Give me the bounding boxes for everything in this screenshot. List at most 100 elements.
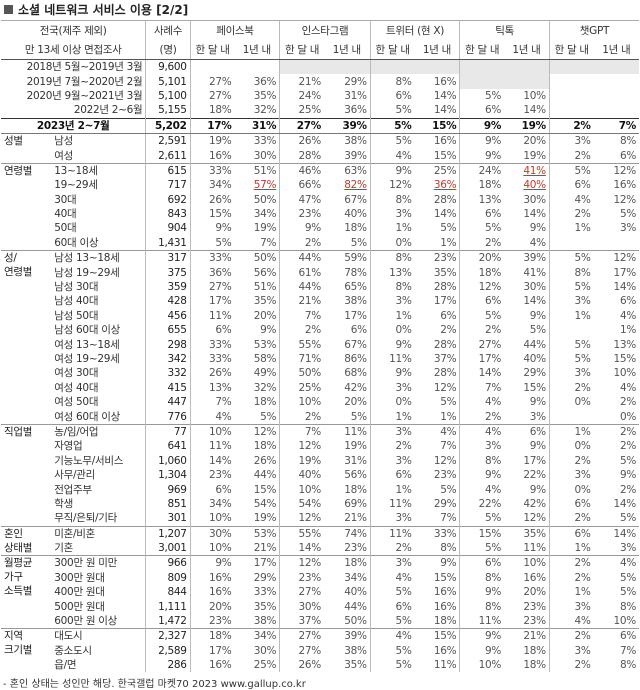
group-label-line: 지역	[4, 630, 23, 643]
value-cell: 5%	[369, 117, 415, 134]
value-cell: 74%	[323, 525, 371, 541]
value-cell: 5%	[369, 613, 415, 629]
row-label: 남성 13~18세	[51, 250, 146, 266]
value-cell: 13%	[459, 192, 505, 207]
value-cell: 41%	[523, 266, 546, 279]
value-cell	[548, 235, 594, 251]
value-cell: 56%	[253, 266, 277, 279]
value-cell: 12%	[593, 250, 639, 266]
table-row: 사무/관리 1,304 23% 44% 40% 56% 6% 23% 9% 22% 3% 9%	[1, 467, 639, 483]
table-row: 50대 904 9% 19% 9% 18% 1% 5% 5% 9% 1% 3%	[1, 221, 639, 236]
value-cell: 4%	[548, 613, 594, 629]
value-cell: 8%	[619, 135, 636, 148]
value-cell	[548, 409, 594, 425]
value-cell: 5%	[369, 103, 415, 119]
sample-size: 2,591	[145, 133, 191, 149]
value-cell: 2%	[548, 628, 594, 644]
value-cell: 12%	[279, 439, 324, 454]
value-cell: 40%	[279, 467, 324, 483]
value-cell: 6%	[619, 149, 636, 162]
group-label-line: 연령별	[4, 164, 33, 177]
value-cell: 19%	[504, 117, 550, 134]
value-cell: 24%	[279, 88, 324, 104]
value-cell: 2%	[548, 380, 594, 395]
value-cell: 4%	[619, 309, 636, 322]
value-cell: 8%	[440, 542, 457, 555]
group-label-line: 성/	[4, 252, 17, 265]
value-cell	[548, 88, 594, 104]
value-cell: 28%	[433, 338, 457, 351]
value-cell: 25%	[279, 380, 324, 395]
row-label: 남성	[54, 135, 74, 148]
value-cell: 15%	[253, 483, 277, 496]
value-cell: 3%	[369, 206, 415, 222]
value-cell: 15%	[414, 117, 460, 134]
value-cell: 29%	[433, 497, 457, 510]
row-label: 남성 60대 이상	[54, 324, 120, 337]
value-cell: 16%	[433, 135, 457, 148]
value-cell: 12%	[234, 423, 280, 440]
sample-size: 342	[145, 351, 191, 367]
value-cell: 11%	[369, 525, 415, 541]
period-label: 2019년 7월~2020년 2월	[26, 75, 143, 88]
value-cell: 3%	[548, 643, 594, 659]
value-cell: 29%	[253, 571, 277, 584]
value-cell	[504, 59, 550, 75]
table-row: 여성 13~18세 298 33% 53% 55% 67% 9% 28% 27% 44% 5% 13%	[1, 337, 639, 352]
value-cell: 3%	[369, 380, 415, 395]
value-cell: 6%	[459, 294, 505, 309]
value-cell: 8%	[459, 599, 505, 614]
value-cell: 6%	[548, 525, 594, 541]
value-cell	[593, 59, 639, 75]
sample-size: 969	[145, 482, 191, 497]
value-cell: 1%	[369, 308, 415, 324]
value-cell: 12%	[433, 381, 457, 394]
table-row: 연령별 13~18세 615 33% 51% 46% 63% 9% 25% 24% 41% 5% 12%	[1, 162, 639, 251]
value-cell: 27%	[279, 628, 324, 644]
value-cell: 9%	[459, 467, 505, 483]
value-cell: 69%	[344, 497, 367, 510]
value-cell: 23%	[523, 600, 546, 613]
value-cell: 33%	[414, 525, 460, 541]
value-cell: 27%	[279, 643, 324, 659]
value-cell: 23%	[344, 542, 367, 555]
table-row: 500만 원대 1,111 20% 35% 30% 44% 6% 16% 8% 23% 3% 8%	[1, 599, 639, 614]
table-row: 남성 60대 이상 655 6% 9% 2% 6% 0% 2% 2% 5% 1%	[1, 323, 639, 338]
group-label-line: 월평균	[4, 557, 33, 570]
value-cell: 11%	[323, 423, 371, 440]
value-cell: 33%	[189, 337, 235, 352]
table-row: 여성 50대 447 7% 18% 10% 20% 0% 5% 4% 9% 0% 2%	[1, 394, 639, 410]
value-cell: 20%	[189, 599, 235, 614]
sample-size: 641	[145, 439, 191, 454]
value-cell: 9%	[529, 440, 546, 453]
sub-month: 한 달 내	[369, 40, 415, 60]
value-cell: 3%	[459, 439, 505, 454]
value-cell: 6%	[593, 628, 639, 644]
value-cell: 4%	[593, 555, 639, 571]
group-label: 연령별	[1, 162, 52, 251]
value-cell: 2%	[548, 511, 594, 526]
row-label: 남성 19~29세	[54, 266, 120, 279]
value-cell: 2%	[369, 439, 415, 454]
group-label: 직업별	[1, 423, 52, 526]
value-cell: 14%	[433, 89, 457, 102]
table-row: 남성 19~29세 375 36% 56% 61% 78% 13% 35% 18% 41% 8% 17…	[1, 265, 639, 280]
value-cell: 4%	[619, 381, 636, 394]
sample-size: 655	[145, 323, 191, 338]
value-cell: 9%	[619, 469, 636, 482]
value-cell: 12%	[613, 193, 637, 206]
row-label: 13~18세	[51, 162, 146, 179]
value-cell: 33%	[253, 135, 277, 148]
value-cell: 44%	[344, 600, 367, 613]
value-cell: 0%	[619, 410, 636, 423]
highlight-value: 41%	[523, 164, 546, 177]
value-cell: 7%	[459, 380, 505, 395]
sample-size: 415	[145, 380, 191, 395]
value-cell: 16%	[433, 75, 457, 88]
value-cell: 17%	[433, 295, 457, 308]
value-cell: 34%	[189, 496, 235, 512]
sample-size: 9,600	[145, 59, 191, 75]
value-cell	[189, 59, 235, 75]
value-cell: 34%	[189, 178, 235, 193]
row-label: 여성 40대	[54, 381, 99, 394]
